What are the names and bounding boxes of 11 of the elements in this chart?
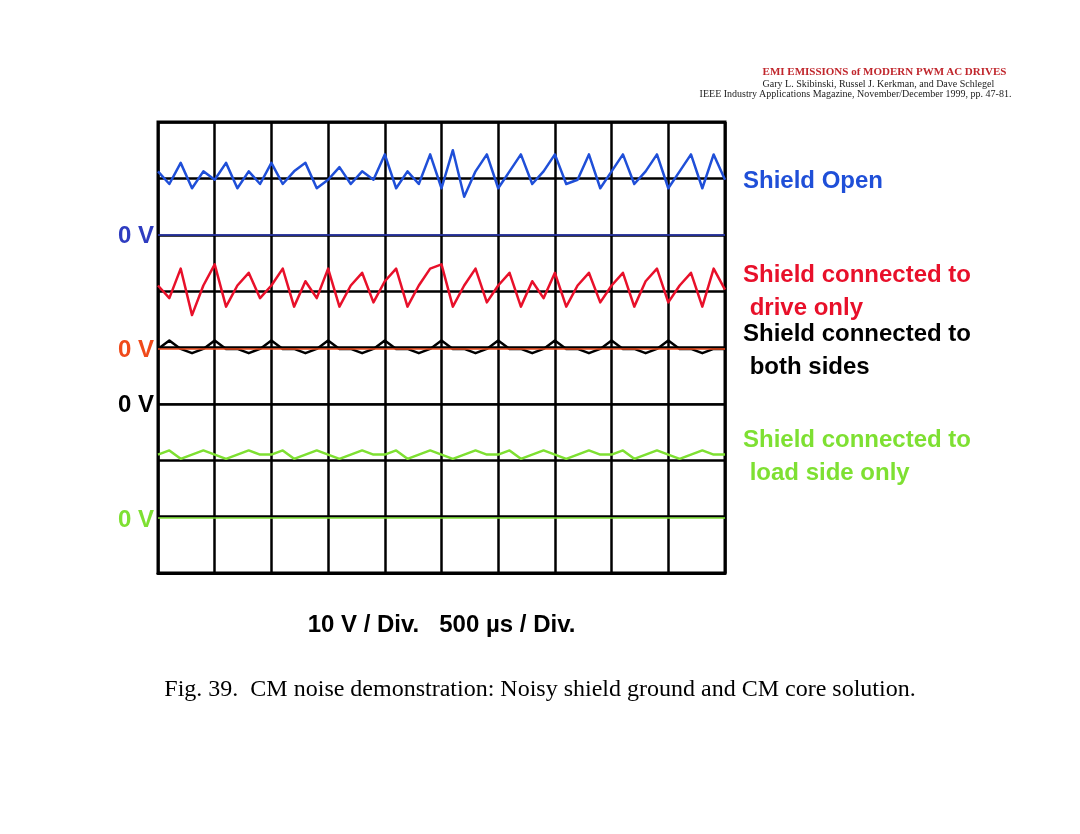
ref-line-label: 0 V (117, 504, 154, 532)
x-axis-title: 10 V / Div. 500 µs / Div. (307, 609, 576, 637)
ref-line-label: 0 V (117, 221, 154, 249)
caption: Fig. 39. CM noise demonstration: Noisy shield ground and CM core solution. (164, 675, 916, 701)
text: Gary L. Skibinski, Russel J. Kerkman, and Dave Schlegel (762, 77, 995, 89)
series-label: Shield connected to load side only (743, 424, 972, 485)
ref-line-label: 0 V (117, 335, 154, 363)
ref-line-label: 0 V (117, 390, 154, 418)
series-label: Shield Open (743, 166, 884, 194)
text: EMI EMISSIONS of MODERN PWM AC DRIVES (762, 64, 1007, 77)
series-label: Shield connected to drive only (743, 259, 972, 320)
